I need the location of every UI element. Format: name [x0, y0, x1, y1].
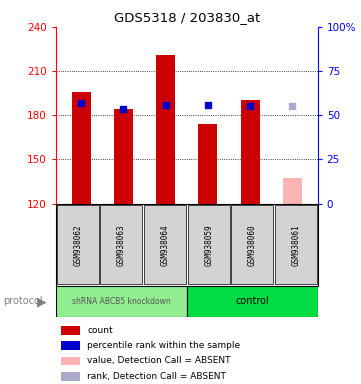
Text: count: count: [87, 326, 113, 335]
Bar: [61, 326, 79, 334]
Text: percentile rank within the sample: percentile rank within the sample: [87, 341, 240, 350]
Text: control: control: [235, 296, 269, 306]
Bar: [199, 124, 217, 204]
Bar: [57, 205, 99, 285]
Text: value, Detection Call = ABSENT: value, Detection Call = ABSENT: [87, 356, 231, 366]
Text: GSM938064: GSM938064: [161, 224, 170, 266]
Bar: [100, 205, 142, 285]
Bar: [188, 205, 230, 285]
Bar: [56, 286, 187, 317]
Bar: [156, 55, 175, 204]
Text: GSM938061: GSM938061: [291, 224, 300, 266]
Text: GSM938063: GSM938063: [117, 224, 126, 266]
Text: ▶: ▶: [37, 295, 46, 308]
Text: GSM938059: GSM938059: [204, 224, 213, 266]
Bar: [61, 372, 79, 381]
Bar: [231, 205, 273, 285]
Text: protocol: protocol: [4, 296, 43, 306]
Bar: [61, 357, 79, 365]
Bar: [275, 205, 317, 285]
Bar: [144, 205, 186, 285]
Bar: [72, 92, 91, 204]
Bar: [187, 286, 318, 317]
Bar: [241, 101, 260, 204]
Text: shRNA ABCB5 knockdown: shRNA ABCB5 knockdown: [72, 297, 171, 306]
Text: GSM938062: GSM938062: [73, 224, 82, 266]
Text: GSM938060: GSM938060: [248, 224, 257, 266]
Title: GDS5318 / 203830_at: GDS5318 / 203830_at: [114, 11, 260, 24]
Bar: [61, 341, 79, 350]
Bar: [283, 179, 302, 204]
Text: rank, Detection Call = ABSENT: rank, Detection Call = ABSENT: [87, 372, 226, 381]
Bar: [114, 109, 133, 204]
